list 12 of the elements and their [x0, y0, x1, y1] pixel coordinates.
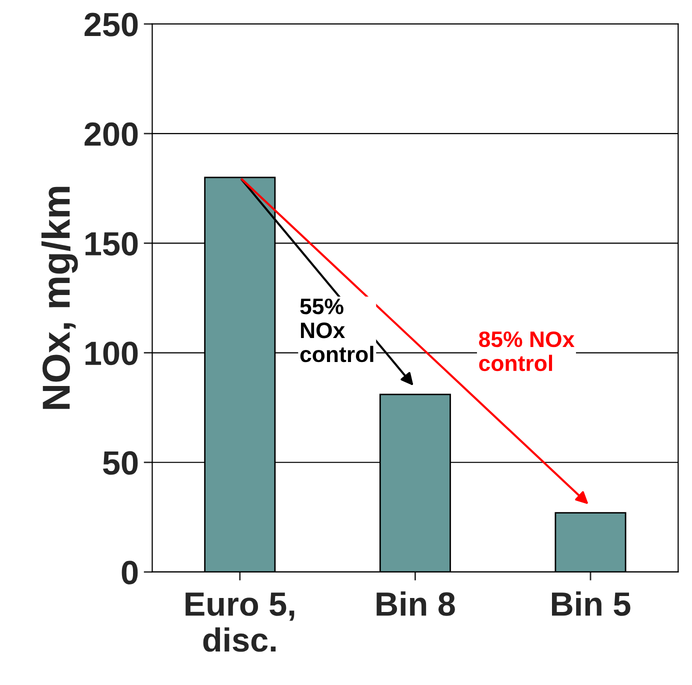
- x-tick-label: Euro 5, disc.: [186, 592, 294, 652]
- y-tick-label: 100: [86, 342, 138, 366]
- y-tick-label: 200: [84, 122, 138, 146]
- y-tick-label: 50: [103, 451, 138, 475]
- y-axis-title: NOx, mg/km: [41, 186, 78, 409]
- x-tick-label: Bin 8: [376, 591, 455, 616]
- y-tick-label: 150: [86, 232, 138, 256]
- annotation: 55% NOx control: [300, 298, 374, 362]
- y-tick-label: 250: [84, 12, 138, 36]
- annotation: 85% NOx control: [479, 331, 574, 372]
- x-tick-label: Bin 5: [552, 591, 630, 616]
- y-tick-label: 0: [122, 560, 138, 584]
